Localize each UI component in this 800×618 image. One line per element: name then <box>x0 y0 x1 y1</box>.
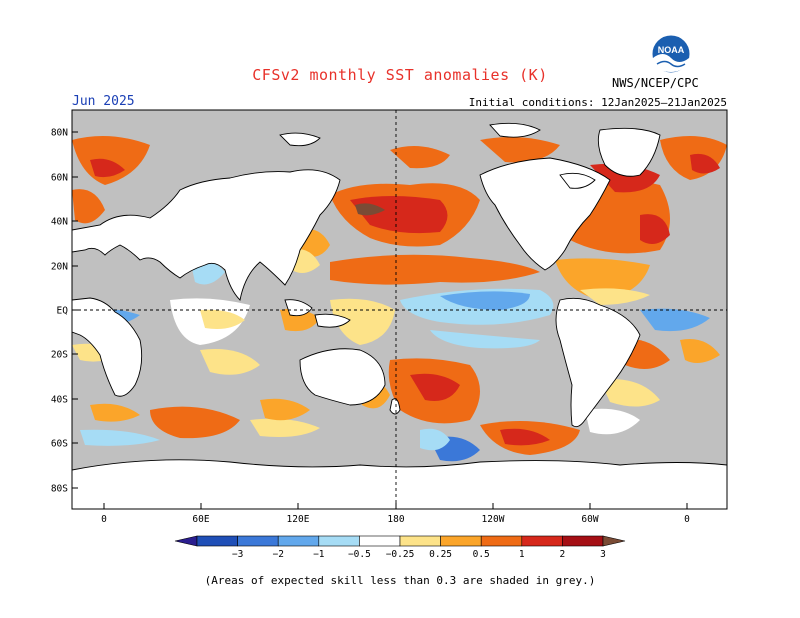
initial-conditions: Initial conditions: 12Jan2025–21Jan2025 <box>468 96 727 109</box>
lon-tick-label: 60W <box>581 514 598 525</box>
colorbar-label: 0.5 <box>473 549 490 560</box>
colorbar-max-arrow <box>602 535 626 547</box>
lon-tick-label: 60E <box>192 514 209 525</box>
colorbar-swatch <box>359 535 401 547</box>
lat-tick-label: 60N <box>51 173 68 184</box>
lat-tick-label: 60S <box>51 439 68 450</box>
lat-tick-label: 20S <box>51 350 68 361</box>
lat-tick-label: EQ <box>57 306 69 317</box>
colorbar-label: −2 <box>272 549 283 560</box>
colorbar-label: −0.25 <box>386 549 415 560</box>
skill-note: (Areas of expected skill less than 0.3 a… <box>204 574 596 587</box>
colorbar-label: −1 <box>313 549 325 560</box>
colorbar-label: 1 <box>519 549 525 560</box>
page-title: CFSv2 monthly SST anomalies (K) <box>252 66 548 84</box>
lat-tick-label: 80S <box>51 484 68 495</box>
noaa-logo-text: NOAA <box>658 45 685 55</box>
lat-tick-label: 40N <box>51 217 68 228</box>
forecast-month: Jun 2025 <box>72 94 135 109</box>
lat-tick-label: 80N <box>51 128 68 139</box>
colorbar-label: −3 <box>232 549 243 560</box>
colorbar-swatch <box>196 535 238 547</box>
lon-tick-label: 120W <box>482 514 505 525</box>
colorbar-swatch <box>237 535 279 547</box>
colorbar-swatch <box>440 535 482 547</box>
colorbar-swatch <box>480 535 523 547</box>
colorbar-swatch <box>318 535 360 547</box>
colorbar-label: 3 <box>600 549 606 560</box>
latitude-ticks: 80N 60N 40N 20N EQ 20S 40S 60S 80S <box>51 128 78 495</box>
colorbar-label: −0.5 <box>348 549 371 560</box>
agency-label: NWS/NCEP/CPC <box>612 76 699 90</box>
lon-tick-label: 0 <box>684 514 690 525</box>
lon-tick-label: 180 <box>387 514 404 525</box>
lon-tick-label: 120E <box>287 514 310 525</box>
land-masses <box>72 122 727 509</box>
colorbar-swatch <box>399 535 441 547</box>
colorbar-boxes <box>174 535 626 547</box>
sst-anomaly-map: 80N 60N 40N 20N EQ 20S 40S 60S 80S 0 60E 120E 180 12… <box>51 109 728 525</box>
colorbar-swatch <box>277 535 320 547</box>
colorbar-label: 2 <box>560 549 566 560</box>
colorbar-labels: −3 −2 −1 −0.5 −0.25 0.25 0.5 1 2 3 <box>232 549 606 560</box>
colorbar-min-arrow <box>174 535 198 547</box>
lon-tick-label: 0 <box>101 514 107 525</box>
colorbar-label: 0.25 <box>429 549 452 560</box>
longitude-ticks: 0 60E 120E 180 120W 60W 0 <box>101 503 690 525</box>
colorbar-swatch <box>521 535 563 547</box>
colorbar-swatch <box>562 535 604 547</box>
lat-tick-label: 40S <box>51 395 68 406</box>
noaa-logo: NOAA <box>651 34 691 74</box>
lat-tick-label: 20N <box>51 262 68 273</box>
